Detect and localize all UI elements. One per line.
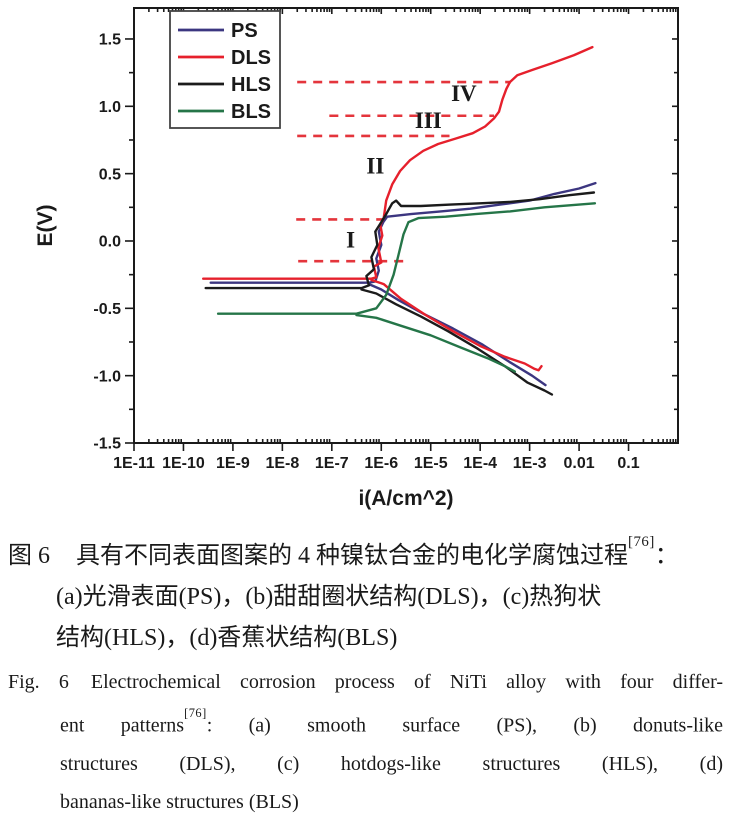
svg-text:1E-3: 1E-3	[513, 455, 547, 472]
caption-en-line2-post: : (a) smooth surface (PS), (b) donuts-li…	[206, 714, 723, 737]
svg-text:1E-7: 1E-7	[315, 455, 349, 472]
svg-text:1E-10: 1E-10	[162, 455, 205, 472]
curve-hls-cathodic	[360, 288, 554, 396]
svg-text:II: II	[366, 154, 384, 179]
svg-text:1E-11: 1E-11	[113, 455, 155, 472]
figure-label-en: Fig. 6	[8, 671, 69, 693]
svg-text:1E-6: 1E-6	[364, 455, 398, 472]
svg-text:0.5: 0.5	[99, 166, 121, 183]
svg-text:I: I	[346, 228, 355, 253]
legend: PS DLS HLS BLS	[169, 10, 281, 129]
curve-dls-cathodic	[370, 278, 543, 372]
curve-bls-anodic	[216, 202, 597, 315]
svg-text:1E-8: 1E-8	[265, 455, 299, 472]
curve-hls-anodic	[204, 191, 596, 290]
caption-en-line1-text: Electrochemical corrosion process of NiT…	[90, 671, 723, 693]
legend-label-ps: PS	[231, 20, 258, 42]
caption-en-line3: structures (DLS), (c) hotdogs-like struc…	[60, 752, 723, 775]
tick-labels: 1E-11 1E-10 1E-9 1E-8 1E-7 1E-6 1E-5 1E-4 1E-3 0.…	[93, 32, 639, 472]
caption-zh-line2: (a)光滑表面(PS)，(b)甜甜圈状结构(DLS)，(c)热狗状	[56, 584, 602, 610]
plot-frame	[133, 7, 679, 444]
caption-english: Fig. 6 Electrochemical corrosion process …	[8, 663, 723, 818]
caption-zh-line1-text: 具有不同表面图案的 4 种镍钛合金的电化学腐蚀过程	[76, 543, 628, 569]
caption-zh-line1: 图 6 具有不同表面图案的 4 种镍钛合金的电化学腐蚀过程[76]：	[8, 530, 723, 577]
region-guide-lines	[296, 80, 511, 263]
reference-superscript-zh: [76]	[628, 533, 655, 550]
figure-label-zh: 图 6	[8, 543, 50, 569]
caption-en-line1: Fig. 6 Electrochemical corrosion process …	[8, 663, 723, 701]
caption-en-line4: bananas-like structures (BLS)	[60, 790, 299, 813]
legend-label-bls: BLS	[231, 101, 271, 123]
svg-text:0.01: 0.01	[564, 455, 595, 472]
svg-text:0.1: 0.1	[617, 455, 639, 472]
chart-area: I II III IV 1E-11 1E-10 1E-9 1E-8 1E-7 1E-6 1E-5 1E…	[34, 7, 679, 510]
caption-zh-line1-colon: ：	[654, 543, 679, 569]
legend-label-hls: HLS	[231, 74, 271, 96]
caption-en-line2: ent patterns[76]: (a) smooth surface (PS…	[8, 701, 723, 745]
caption-en-line2-pre: ent patterns	[60, 714, 185, 737]
legend-label-dls: DLS	[231, 47, 271, 69]
svg-text:IV: IV	[451, 81, 477, 106]
svg-text:1E-4: 1E-4	[463, 455, 497, 472]
axis-ticks	[125, 8, 678, 451]
svg-text:1.5: 1.5	[99, 32, 121, 49]
y-axis-title: E(V)	[34, 205, 57, 247]
curve-dls-anodic	[201, 45, 594, 280]
svg-text:1E-9: 1E-9	[216, 455, 250, 472]
svg-text:-1.5: -1.5	[93, 436, 121, 453]
x-axis-title: i(A/cm^2)	[358, 487, 453, 510]
svg-text:1E-5: 1E-5	[414, 455, 448, 472]
svg-text:1.0: 1.0	[99, 99, 121, 116]
curve-bls-cathodic	[355, 313, 516, 373]
polarization-curves	[201, 45, 597, 396]
caption-chinese: 图 6 具有不同表面图案的 4 种镍钛合金的电化学腐蚀过程[76]： (a)光滑表…	[8, 530, 723, 659]
reference-superscript-en: [76]	[184, 706, 207, 721]
svg-text:III: III	[415, 108, 442, 133]
svg-text:-0.5: -0.5	[93, 301, 121, 318]
svg-text:0.0: 0.0	[99, 234, 121, 251]
svg-text:-1.0: -1.0	[93, 368, 121, 385]
caption-zh-line3: 结构(HLS)，(d)香蕉状结构(BLS)	[56, 625, 398, 651]
